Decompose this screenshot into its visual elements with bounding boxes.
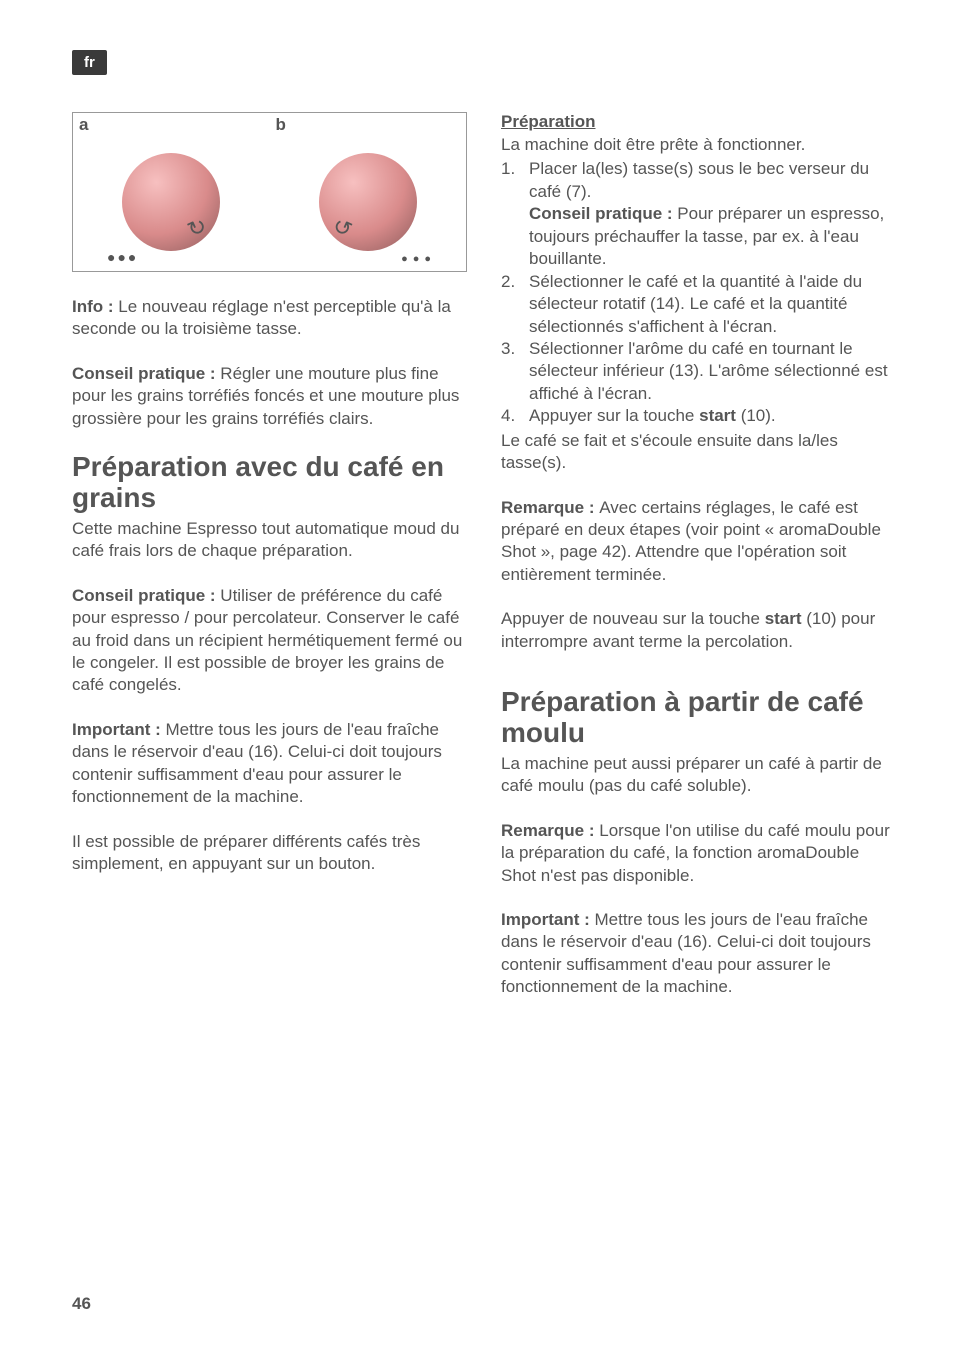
intro-line: La machine doit être prête à fonctionner… (501, 134, 896, 156)
list-item: Sélectionner le café et la quantité à l'… (501, 271, 896, 338)
paragraph: Il est possible de préparer différents c… (72, 831, 467, 876)
steps-list: Placer la(les) tasse(s) sous le bec vers… (501, 158, 896, 427)
diagram-half-a: a ↻ ●●● (73, 113, 270, 271)
paragraph: Le café se fait et s'écoule ensuite dans… (501, 430, 896, 475)
list-item: Appuyer sur la touche start (10). (501, 405, 896, 427)
page-number: 46 (72, 1294, 91, 1314)
section-heading-grains: Préparation avec du café en grains (72, 452, 467, 514)
paragraph: Appuyer de nouveau sur la touche start (… (501, 608, 896, 653)
list-item: Sélectionner l'arôme du café en tournant… (501, 338, 896, 405)
left-column: a ↻ ●●● b ↻ ●●● Info : Le nouveau réglag… (72, 112, 467, 999)
diagram-label-b: b (276, 115, 286, 135)
important-paragraph: Important : Mettre tous les jours de l'e… (501, 909, 896, 999)
intro-paragraph: Cette machine Espresso tout automatique … (72, 518, 467, 563)
tip-paragraph: Conseil pratique : Utiliser de préférenc… (72, 585, 467, 697)
diagram-label-a: a (79, 115, 88, 135)
knob-icon: ↻ (319, 153, 417, 251)
diagram-half-b: b ↻ ●●● (270, 113, 467, 271)
content-columns: a ↻ ●●● b ↻ ●●● Info : Le nouveau réglag… (72, 112, 896, 999)
remark-paragraph: Remarque : Avec certains réglages, le ca… (501, 497, 896, 587)
arrow-icon: ↻ (183, 212, 211, 243)
grind-diagram: a ↻ ●●● b ↻ ●●● (72, 112, 467, 272)
right-column: Préparation La machine doit être prête à… (501, 112, 896, 999)
section-heading-ground: Préparation à partir de café moulu (501, 687, 896, 749)
tip-paragraph: Conseil pratique : Régler une mouture pl… (72, 363, 467, 430)
remark-paragraph: Remarque : Lorsque l'on utilise du café … (501, 820, 896, 887)
coarse-dots-icon: ●●● (107, 249, 138, 265)
fine-dots-icon: ●●● (401, 253, 436, 265)
subsection-heading-preparation: Préparation (501, 112, 896, 132)
intro-paragraph: La machine peut aussi préparer un café à… (501, 753, 896, 798)
language-tab: fr (72, 50, 107, 75)
list-item: Placer la(les) tasse(s) sous le bec vers… (501, 158, 896, 270)
important-paragraph: Important : Mettre tous les jours de l'e… (72, 719, 467, 809)
arrow-icon: ↻ (328, 212, 356, 243)
knob-icon: ↻ (122, 153, 220, 251)
info-paragraph: Info : Le nouveau réglage n'est percepti… (72, 296, 467, 341)
